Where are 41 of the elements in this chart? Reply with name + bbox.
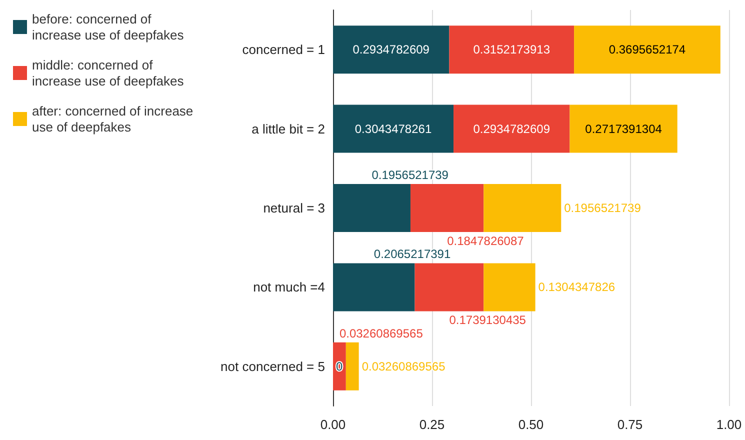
data-label: 0.1956521739 xyxy=(372,168,449,182)
data-label: 0.03260869565 xyxy=(362,359,446,374)
y-tick-label: concerned = 1 xyxy=(242,42,325,58)
data-label: 0.2934782609 xyxy=(352,42,430,57)
data-label: 0.2934782609 xyxy=(473,122,550,136)
x-tick-label: 0.00 xyxy=(320,417,346,432)
bar xyxy=(449,26,574,74)
bar xyxy=(333,104,454,153)
bar xyxy=(574,26,720,74)
y-tick-label: not concerned = 5 xyxy=(220,358,325,374)
data-label: 0.1847826087 xyxy=(447,234,524,248)
data-label: 0 xyxy=(336,359,343,374)
data-label: 0.1739130435 xyxy=(449,313,526,328)
y-tick-label: netural = 3 xyxy=(263,200,325,216)
bar xyxy=(454,104,570,153)
x-tick-label: 0.50 xyxy=(518,417,544,432)
bar xyxy=(333,184,410,232)
legend-label: after: concerned of increase use of deepfakes xyxy=(32,104,197,134)
data-label: 0.1956521739 xyxy=(564,201,642,215)
y-tick-label: a little bit = 2 xyxy=(252,121,325,136)
data-label: 0.3043478261 xyxy=(354,122,432,136)
bar xyxy=(333,263,415,312)
bar xyxy=(484,263,536,312)
bar xyxy=(414,263,484,312)
bar xyxy=(570,104,678,153)
y-tick-label: not much =4 xyxy=(253,280,325,295)
bar xyxy=(346,342,359,390)
data-label: 0.2065217391 xyxy=(374,247,451,262)
bar xyxy=(333,26,450,74)
data-label: 0.3695652174 xyxy=(608,42,686,57)
data-label: 0.03260869565 xyxy=(339,326,424,340)
x-tick-label: 0.25 xyxy=(419,417,445,432)
bar xyxy=(410,184,484,232)
x-tick-label: 1.00 xyxy=(716,417,742,432)
data-label: 0.1304347826 xyxy=(538,280,616,294)
legend-label: before: concerned of increase use of deepfakes xyxy=(32,12,184,42)
x-tick-label: 0.75 xyxy=(617,417,643,432)
legend-label: middle: concerned of increase use of deepfakes xyxy=(32,58,184,88)
data-label: 0.3152173913 xyxy=(473,42,550,57)
bar xyxy=(484,184,562,232)
data-label: 0.2717391304 xyxy=(585,122,662,136)
